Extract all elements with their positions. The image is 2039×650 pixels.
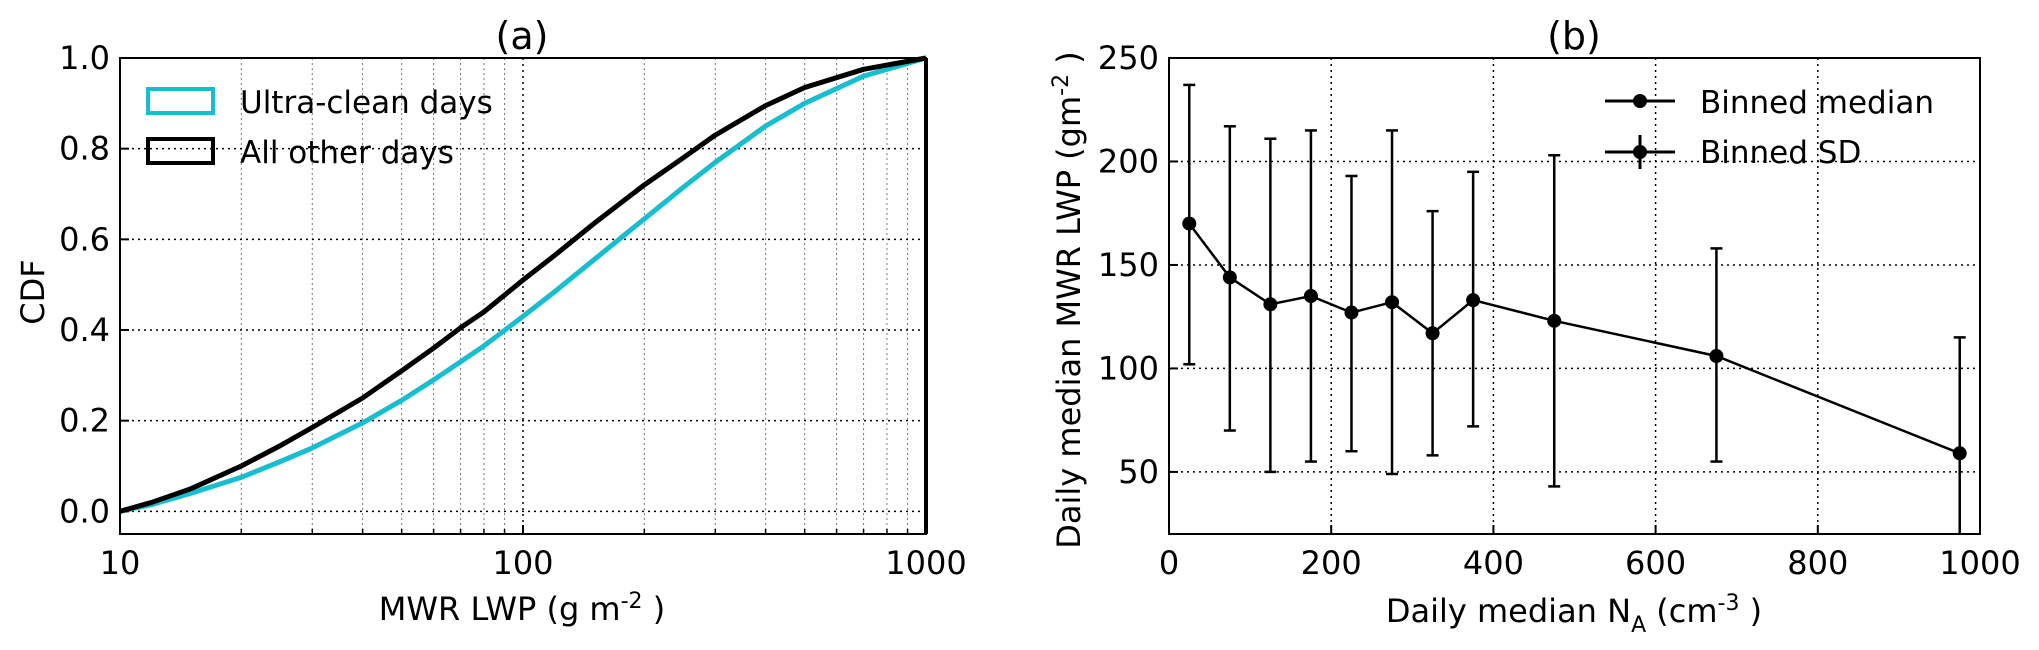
panel-b-xlabel: Daily median NA (cm-3 )	[1386, 591, 1762, 638]
panel-b-ylabel-tail: )	[1050, 51, 1088, 74]
panel-a-y-tick-label: 0.6	[59, 220, 110, 258]
panel-b-y-tick-label: 50	[1118, 453, 1159, 491]
panel-a-x-tick-label: 1000	[885, 544, 966, 582]
panel-b-median-point	[1466, 293, 1481, 308]
panel-a-ticks: 10 100 1000 0.0 0.2 0.4 0.6 0.8 1.0	[59, 39, 967, 582]
legend-marker-binned-median	[1633, 94, 1647, 108]
panel-b-x-tick-label: 200	[1301, 544, 1362, 582]
panel-b-series	[1182, 83, 1967, 534]
panel-b-grid	[1168, 57, 1981, 534]
panel-b-xlabel-tail: (cm	[1646, 592, 1717, 630]
panel-a-xlabel: MWR LWP (g m-2 )	[379, 589, 665, 628]
panel-b-median-point	[1709, 349, 1724, 364]
panel-a-y-tick-label: 1.0	[59, 39, 110, 77]
panel-a-x-tick-label: 10	[100, 544, 141, 582]
panel-b-median-point	[1547, 313, 1562, 328]
panel-b-x-tick-label: 600	[1625, 544, 1686, 582]
panel-b-median-point	[1344, 305, 1359, 320]
legend-label-binned-sd: Binned SD	[1700, 135, 1861, 171]
panel-b-ylabel: Daily median MWR LWP (gm-2 )	[1049, 51, 1088, 548]
panel-b-y-tick-label: 100	[1098, 349, 1159, 387]
panel-b-y-tick-label: 150	[1098, 246, 1159, 284]
panel-b-xlabel-main: Daily median N	[1386, 592, 1631, 630]
panel-a-y-tick-label: 0.0	[59, 492, 110, 530]
panel-b-median-point	[1222, 270, 1237, 285]
panel-a-ylabel: CDF	[14, 259, 52, 324]
panel-b-x-tick-label: 400	[1463, 544, 1524, 582]
legend-label-binned-median: Binned median	[1700, 85, 1934, 121]
panel-a-y-tick-label: 0.4	[59, 311, 110, 349]
panel-b-frame	[1168, 57, 1981, 535]
panel-b-xlabel-tail2: )	[1739, 592, 1762, 630]
panel-b-x-tick-label: 1000	[1939, 544, 2020, 582]
legend-marker-binned-sd	[1633, 145, 1647, 159]
legend-label-ultra-clean: Ultra-clean days	[240, 85, 493, 121]
panel-b-median-point	[1952, 446, 1967, 461]
panel-b-median-line	[1188, 222, 1961, 455]
panel-a-x-tick-label: 100	[492, 544, 553, 582]
panel-a-grid	[119, 57, 927, 534]
panel-b-median-point	[1385, 295, 1400, 310]
panel-a-y-tick-label: 0.2	[59, 402, 110, 440]
panel-b-x-tick-label: 800	[1787, 544, 1848, 582]
panel-a-y-tick-label: 0.8	[59, 130, 110, 168]
panel-a-title: (a)	[496, 14, 549, 58]
panel-b-xlabel-sup: -3	[1718, 591, 1740, 616]
panel-b-legend: Binned median Binned SD	[1605, 85, 1934, 171]
panel-b-median-point	[1303, 289, 1318, 303]
panel-a-series-line-0	[119, 55, 927, 514]
panel-a-xlabel-tail: )	[643, 590, 666, 628]
panel-b-xlabel-sub: A	[1631, 613, 1646, 638]
panel-a-xlabel-main: MWR LWP (g m	[379, 590, 621, 628]
panel-a-series-line-1	[119, 55, 927, 514]
panel-b-median-point	[1425, 326, 1440, 341]
panel-a-xlabel-sup: -2	[621, 589, 643, 614]
panel-b-ticks: 0 200 400 600 800 1000 50 100 150 200 250	[1098, 39, 2021, 582]
panel-b-y-tick-label: 200	[1098, 142, 1159, 180]
legend-swatch-ultra-clean	[146, 87, 215, 115]
panel-b-x-tick-label: 0	[1159, 544, 1179, 582]
panel-b-ylabel-sup: -2	[1049, 74, 1074, 96]
panel-b-ylabel-main: Daily median MWR LWP (gm	[1050, 96, 1088, 549]
panel-a-cdf: 10 100 1000 0.0 0.2 0.4 0.6 0.8 1.0 (a) MWR LWP …	[14, 14, 967, 628]
legend-label-all-other: All other days	[240, 135, 454, 171]
panel-b-median-point	[1263, 297, 1278, 312]
panel-b-median-point	[1182, 216, 1197, 231]
panel-b-y-tick-label: 250	[1098, 39, 1159, 77]
panel-b-title: (b)	[1547, 14, 1601, 58]
panel-a-legend: Ultra-clean days All other days	[146, 85, 493, 171]
panel-b-scatter: 0 200 400 600 800 1000 50 100 150 200 250 (b) Dail…	[1049, 14, 2021, 638]
legend-swatch-all-other	[146, 137, 215, 165]
